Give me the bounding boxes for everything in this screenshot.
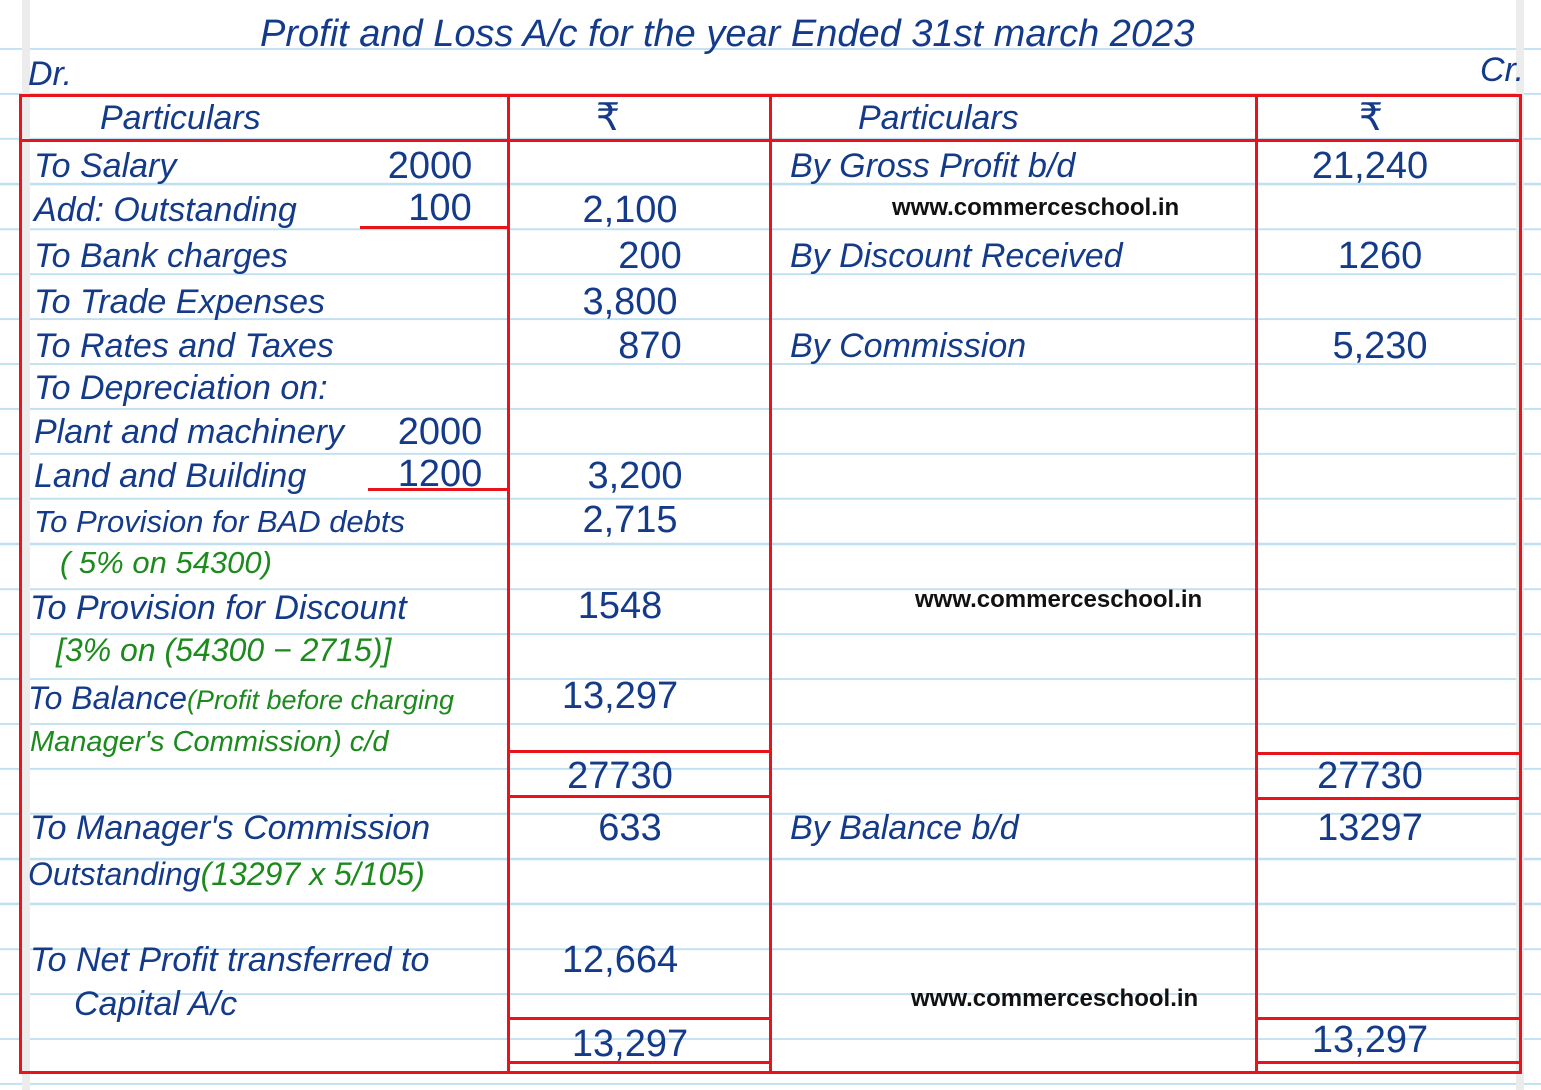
- page-margin: [22, 0, 30, 1090]
- rates-taxes-label: To Rates and Taxes: [34, 327, 334, 365]
- header-amount-dr: ₹: [595, 97, 621, 139]
- header-particulars-dr: Particulars: [100, 99, 261, 137]
- watermark: www.commerceschool.in: [915, 586, 1203, 613]
- debit-total-1: 27730: [567, 755, 673, 797]
- outstanding-label: Add: Outstanding: [34, 191, 297, 229]
- manager-commission-label: To Manager's Commission: [30, 809, 431, 847]
- commission-calc-note: (13297 x 5/105): [200, 856, 425, 892]
- balance-label: To Balance: [28, 680, 187, 716]
- dr-label: Dr.: [28, 55, 73, 93]
- rates-taxes-amount: 870: [618, 325, 682, 367]
- net-profit-label: To Net Profit transferred to: [30, 941, 430, 979]
- plant-amount: 2000: [397, 411, 483, 453]
- bad-debts-amount: 2,715: [582, 499, 678, 541]
- balance-cd-amount: 13,297: [561, 675, 679, 717]
- depreciation-label: To Depreciation on:: [34, 369, 328, 407]
- header-particulars-cr: Particulars: [858, 99, 1019, 137]
- balance-note-2: Manager's Commission) c/d: [30, 726, 389, 758]
- cr-label: Cr.: [1480, 51, 1525, 89]
- balance-bd-amount: 13297: [1317, 807, 1423, 849]
- header-amount-cr: ₹: [1358, 97, 1384, 139]
- outstanding-amount: 100: [408, 187, 472, 229]
- net-profit-amount: 12,664: [561, 939, 679, 981]
- credit-total-2: 13,297: [1311, 1019, 1429, 1061]
- salary-amount: 2000: [387, 145, 473, 187]
- land-amount: 1200: [397, 453, 483, 495]
- commission-amount: 5,230: [1332, 325, 1428, 367]
- discount-provision-amount: 1548: [577, 585, 663, 627]
- plant-label: Plant and machinery: [34, 413, 344, 451]
- salary-total: 2,100: [582, 189, 678, 231]
- balance-cd-label: To Balance(Profit before charging: [28, 678, 454, 720]
- balance-note: (Profit before charging: [186, 685, 455, 715]
- land-label: Land and Building: [34, 457, 307, 495]
- bank-charges-amount: 200: [618, 235, 682, 277]
- bank-charges-label: To Bank charges: [34, 237, 288, 275]
- manager-commission-line2: Outstanding(13297 x 5/105): [28, 854, 425, 894]
- page-title: Profit and Loss A/c for the year Ended 3…: [260, 13, 1195, 55]
- balance-bd-label: By Balance b/d: [790, 809, 1019, 847]
- trade-expenses-label: To Trade Expenses: [34, 283, 326, 321]
- debit-total-2: 13,297: [571, 1023, 689, 1065]
- commission-label: By Commission: [790, 327, 1027, 365]
- capital-ac-label: Capital A/c: [74, 985, 238, 1023]
- discount-provision-note: [3% on (54300 − 2715)]: [56, 632, 392, 668]
- manager-commission-amount: 633: [598, 807, 662, 849]
- trade-expenses-amount: 3,800: [582, 281, 678, 323]
- outstanding-text: Outstanding: [28, 856, 201, 892]
- discount-provision-label: To Provision for Discount: [30, 589, 407, 627]
- salary-label: To Salary: [34, 147, 177, 185]
- gross-profit-amount: 21,240: [1311, 145, 1429, 187]
- bad-debts-note: ( 5% on 54300): [60, 545, 272, 580]
- depreciation-total: 3,200: [587, 455, 683, 497]
- watermark: www.commerceschool.in: [911, 985, 1199, 1012]
- discount-received-label: By Discount Received: [790, 237, 1123, 275]
- gross-profit-label: By Gross Profit b/d: [790, 147, 1076, 185]
- credit-total-1: 27730: [1317, 755, 1423, 797]
- watermark: www.commerceschool.in: [892, 194, 1180, 221]
- discount-received-amount: 1260: [1337, 235, 1423, 277]
- bad-debts-label: To Provision for BAD debts: [34, 504, 406, 539]
